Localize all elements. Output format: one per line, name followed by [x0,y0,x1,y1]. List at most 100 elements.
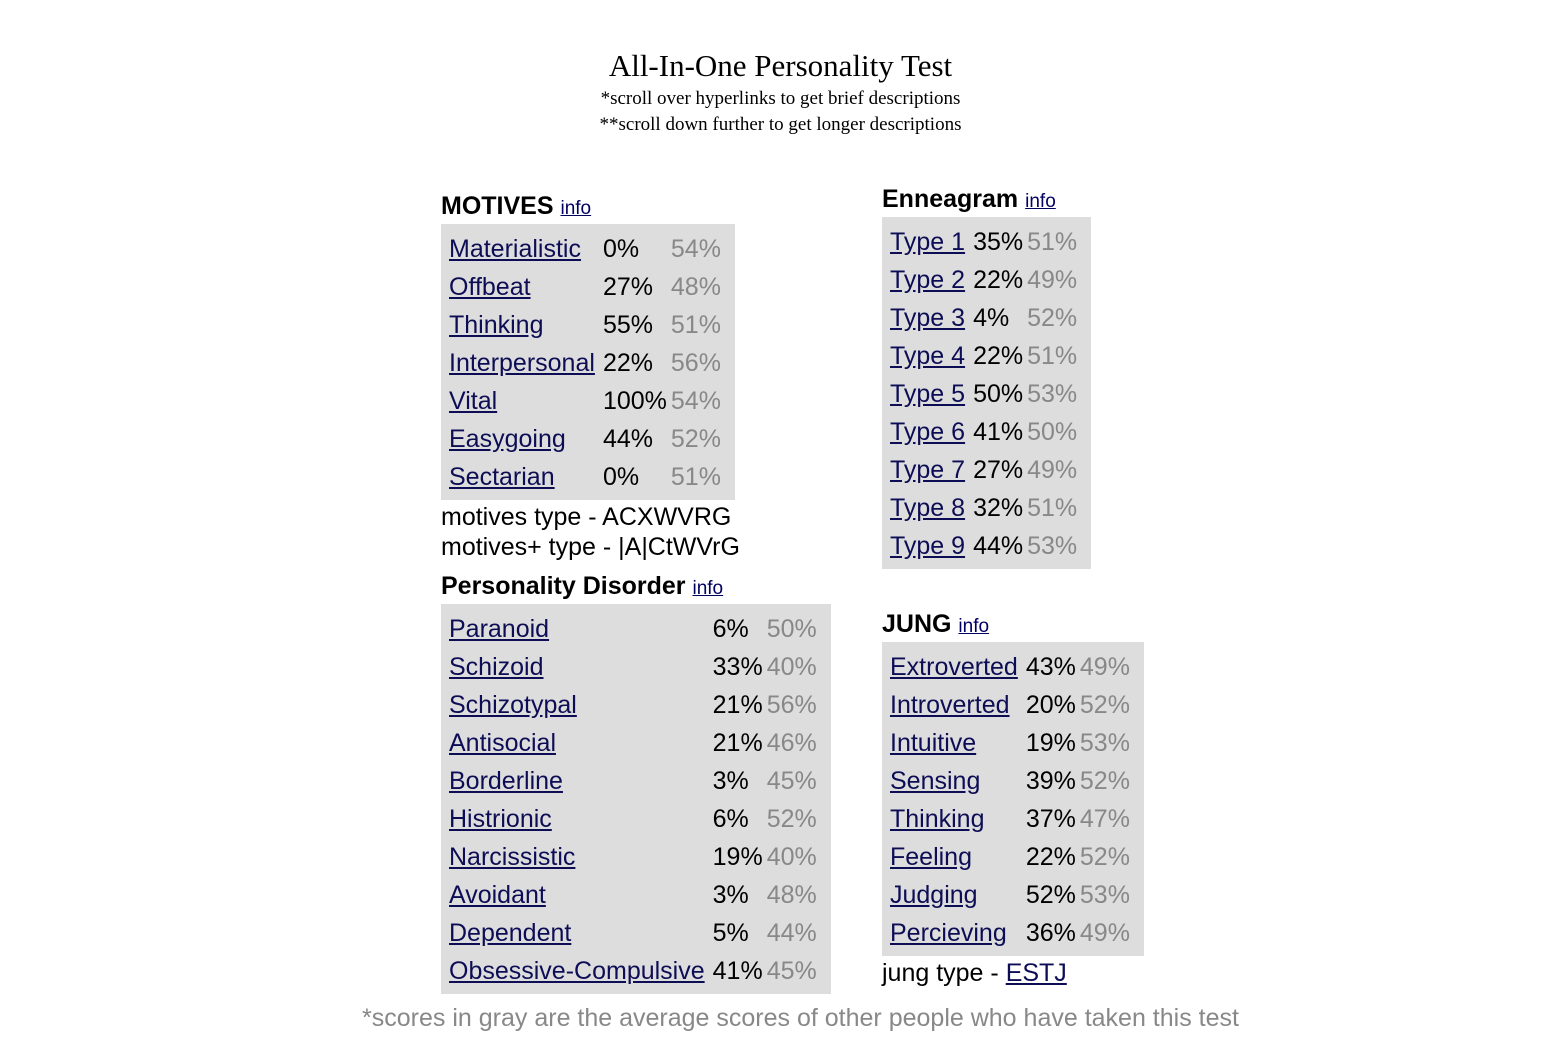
motives-link[interactable]: Offbeat [449,272,531,301]
score-value: 39% [1025,766,1076,795]
row-name-cell: Type 6 [888,413,971,451]
motives-info-link[interactable]: info [560,198,592,219]
motives-link[interactable]: Thinking [449,310,544,339]
average-score-value: 51% [670,310,721,339]
enneagram-link[interactable]: Type 3 [890,303,966,332]
footer-note: *scores in gray are the average scores o… [362,1004,1239,1032]
table-row: Antisocial 21% 46% [447,724,825,762]
enneagram-link[interactable]: Type 4 [890,341,966,370]
row-name-cell: Histrionic [447,800,711,838]
jung-link[interactable]: Extroverted [890,652,1018,681]
jung-link[interactable]: Percieving [890,918,1007,947]
jung-section: JUNG info Extroverted 43% 49% Introverted 20… [882,609,1144,988]
enneagram-link[interactable]: Type 8 [890,493,966,522]
average-score-value: 48% [766,880,817,909]
table-row: Schizoid 33% 40% [447,648,825,686]
motives-link[interactable]: Vital [449,386,498,415]
average-score-value: 40% [766,652,817,681]
score-value: 22% [602,348,653,377]
disorder-link[interactable]: Histrionic [449,804,552,833]
disorder-link[interactable]: Paranoid [449,614,550,643]
score-value: 52% [1025,880,1076,909]
row-name-cell: Intuitive [888,724,1024,762]
average-score-value: 44% [766,918,817,947]
jung-link[interactable]: Introverted [890,690,1010,719]
enneagram-info-link[interactable]: info [1025,191,1056,212]
motives-link[interactable]: Interpersonal [449,348,595,377]
score-value: 19% [1025,728,1076,757]
row-name-cell: Antisocial [447,724,711,762]
enneagram-link[interactable]: Type 5 [890,379,966,408]
motives-link[interactable]: Easygoing [449,424,566,453]
jung-link[interactable]: Thinking [890,804,985,833]
score-value: 0% [602,234,640,263]
row-name-cell: Extroverted [888,648,1024,686]
average-score-value: 54% [670,234,721,263]
row-name-cell: Sectarian [447,458,601,496]
jung-table: Extroverted 43% 49% Introverted 20% 52% Intuit… [882,642,1144,956]
jung-link[interactable]: Intuitive [890,728,977,757]
disorder-link[interactable]: Dependent [449,918,572,947]
table-row: Offbeat 27% 48% [447,268,729,306]
motives-type: motives type - ACXWVRG [441,503,732,531]
table-row: Borderline 3% 45% [447,762,825,800]
row-name-cell: Type 8 [888,489,971,527]
score-value: 35% [973,227,1024,256]
average-score-value: 45% [766,766,817,795]
average-score-value: 51% [1027,341,1078,370]
row-name-cell: Type 3 [888,299,971,337]
table-row: Type 6 41% 50% [888,413,1085,451]
table-row: Type 4 22% 51% [888,337,1085,375]
average-score-value: 48% [670,272,721,301]
motives-link[interactable]: Materialistic [449,234,581,263]
score-value: 50% [973,379,1024,408]
disorder-link[interactable]: Avoidant [449,880,546,909]
enneagram-link[interactable]: Type 9 [890,531,966,560]
table-row: Introverted 20% 52% [888,686,1138,724]
enneagram-link[interactable]: Type 1 [890,227,966,256]
jung-info-link[interactable]: info [958,616,990,637]
motives-link[interactable]: Sectarian [449,462,555,491]
disorder-link[interactable]: Schizoid [449,652,544,681]
enneagram-table: Type 1 35% 51% Type 2 22% 49% Type 3 4% 52% Type … [882,217,1092,569]
average-score-value: 53% [1027,379,1078,408]
row-name-cell: Borderline [447,762,711,800]
score-value: 5% [712,918,749,947]
jung-link[interactable]: Sensing [890,766,981,795]
disorder-title: Personality Disorder [441,572,686,600]
score-value: 20% [1025,690,1076,719]
row-name-cell: Paranoid [447,610,711,648]
row-name-cell: Schizotypal [447,686,711,724]
motives-section: MOTIVES info Materialistic 0% 54% Offbeat 27… [441,191,740,562]
table-row: Thinking 37% 47% [888,800,1138,838]
enneagram-heading: Enneagram info [882,184,1091,217]
disorder-link[interactable]: Schizotypal [449,690,577,719]
average-score-value: 45% [766,956,817,985]
average-score-value: 52% [670,424,721,453]
average-score-value: 56% [766,690,817,719]
score-value: 21% [712,690,763,719]
disorder-link[interactable]: Borderline [449,766,563,795]
table-row: Type 5 50% 53% [888,375,1085,413]
score-value: 100% [602,386,667,415]
jung-link[interactable]: Feeling [890,842,972,871]
enneagram-link[interactable]: Type 2 [890,265,966,294]
score-value: 37% [1025,804,1076,833]
average-score-value: 51% [670,462,721,491]
jung-type-link[interactable]: ESTJ [1005,959,1067,987]
enneagram-link[interactable]: Type 6 [890,417,966,446]
table-row: Judging 52% 53% [888,876,1138,914]
disorder-info-link[interactable]: info [692,578,724,599]
disorder-link[interactable]: Obsessive-Compulsive [449,956,705,985]
score-value: 44% [602,424,653,453]
average-score-value: 46% [766,728,817,757]
jung-link[interactable]: Judging [890,880,978,909]
disorder-link[interactable]: Antisocial [449,728,556,757]
table-row: Paranoid 6% 50% [447,610,825,648]
average-score-value: 51% [1027,227,1078,256]
score-value: 41% [712,956,763,985]
disorder-link[interactable]: Narcissistic [449,842,576,871]
score-value: 27% [973,455,1024,484]
motives-plus-type: motives+ type - |A|CtWVrG [441,533,740,561]
enneagram-link[interactable]: Type 7 [890,455,966,484]
